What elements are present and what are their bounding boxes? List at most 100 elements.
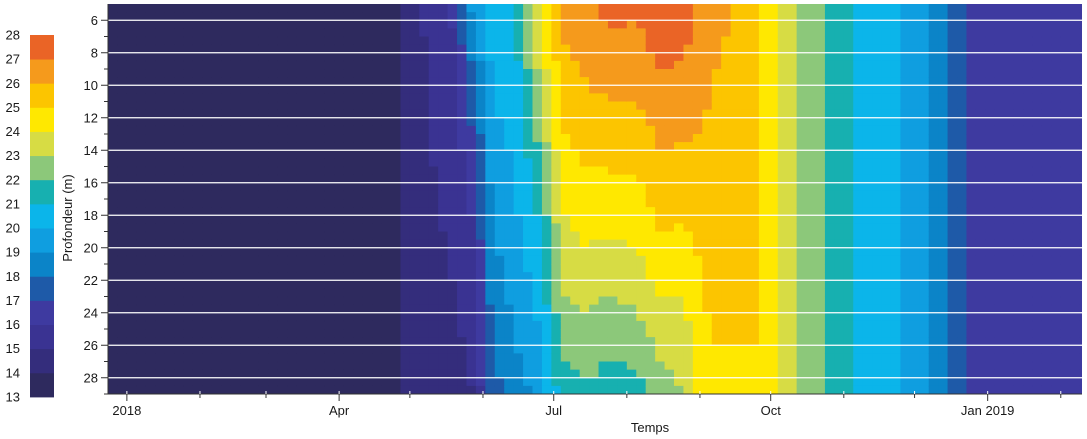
heatmap-cell bbox=[391, 85, 402, 94]
heatmap-cell bbox=[409, 312, 420, 322]
heatmap-cell bbox=[447, 69, 458, 78]
heatmap-cell bbox=[381, 125, 392, 135]
heatmap-cell bbox=[900, 239, 911, 249]
heatmap-cell bbox=[1060, 125, 1071, 135]
heatmap-cell bbox=[419, 280, 430, 289]
heatmap-cell bbox=[966, 288, 977, 298]
heatmap-cell bbox=[1070, 158, 1081, 168]
heatmap-cell bbox=[579, 369, 590, 379]
heatmap-cell bbox=[174, 69, 185, 78]
heatmap-cell bbox=[919, 272, 930, 281]
heatmap-cell bbox=[787, 166, 798, 176]
heatmap-cell bbox=[1070, 247, 1081, 257]
heatmap-cell bbox=[183, 296, 194, 306]
heatmap-cell bbox=[692, 255, 703, 265]
heatmap-cell bbox=[504, 239, 515, 249]
heatmap-cell bbox=[145, 264, 156, 273]
heatmap-cell bbox=[1004, 272, 1015, 281]
heatmap-cell bbox=[928, 44, 939, 54]
heatmap-cell bbox=[702, 280, 713, 289]
heatmap-cell bbox=[513, 166, 524, 176]
heatmap-cell bbox=[919, 353, 930, 363]
heatmap-cell bbox=[1032, 255, 1043, 265]
heatmap-cell bbox=[315, 190, 326, 200]
heatmap-cell bbox=[532, 142, 543, 151]
heatmap-cell bbox=[975, 190, 986, 200]
heatmap-cell bbox=[1004, 142, 1015, 151]
heatmap-cell bbox=[1023, 60, 1034, 70]
heatmap-cell bbox=[909, 12, 920, 21]
heatmap-cell bbox=[1041, 44, 1052, 54]
heatmap-cell bbox=[1051, 150, 1062, 159]
heatmap-cell bbox=[957, 385, 968, 394]
heatmap-cell bbox=[1079, 93, 1082, 103]
heatmap-cell bbox=[419, 377, 430, 387]
heatmap-cell bbox=[636, 77, 647, 86]
heatmap-cell bbox=[862, 239, 873, 249]
heatmap-cell bbox=[872, 231, 883, 241]
heatmap-cell bbox=[551, 353, 562, 363]
heatmap-cell bbox=[485, 231, 496, 241]
heatmap-cell bbox=[362, 166, 373, 176]
heatmap-cell bbox=[353, 142, 364, 151]
heatmap-cell bbox=[513, 60, 524, 70]
heatmap-cell bbox=[768, 247, 779, 257]
heatmap-cell bbox=[485, 385, 496, 394]
heatmap-cell bbox=[787, 12, 798, 21]
heatmap-cell bbox=[108, 304, 119, 314]
heatmap-cell bbox=[938, 280, 949, 289]
heatmap-cell bbox=[843, 385, 854, 394]
heatmap-cell bbox=[438, 304, 449, 314]
heatmap-cell bbox=[787, 158, 798, 168]
heatmap-cell bbox=[740, 296, 751, 306]
heatmap-cell bbox=[277, 337, 288, 346]
heatmap-cell bbox=[353, 77, 364, 86]
heatmap-cell bbox=[447, 288, 458, 298]
heatmap-cell bbox=[334, 60, 345, 70]
heatmap-cell bbox=[815, 36, 826, 46]
heatmap-cell bbox=[372, 134, 383, 143]
heatmap-cell bbox=[108, 199, 119, 208]
heatmap-cell bbox=[560, 101, 571, 111]
heatmap-cell bbox=[740, 264, 751, 273]
heatmap-cell bbox=[523, 199, 534, 208]
heatmap-cell bbox=[400, 125, 411, 135]
heatmap-cell bbox=[787, 312, 798, 322]
heatmap-cell bbox=[777, 239, 788, 249]
heatmap-cell bbox=[683, 60, 694, 70]
heatmap-cell bbox=[353, 125, 364, 135]
heatmap-cell bbox=[560, 4, 571, 13]
heatmap-cell bbox=[994, 85, 1005, 94]
heatmap-cell bbox=[475, 117, 486, 127]
heatmap-cell bbox=[702, 166, 713, 176]
heatmap-cell bbox=[664, 207, 675, 216]
heatmap-cell bbox=[353, 223, 364, 233]
heatmap-cell bbox=[617, 280, 628, 289]
heatmap-cell bbox=[758, 369, 769, 379]
heatmap-cell bbox=[136, 69, 147, 78]
heatmap-cell bbox=[862, 377, 873, 387]
heatmap-cell bbox=[494, 272, 505, 281]
heatmap-cell bbox=[1051, 296, 1062, 306]
heatmap-cell bbox=[551, 134, 562, 143]
heatmap-cell bbox=[900, 320, 911, 330]
heatmap-cell bbox=[645, 36, 656, 46]
heatmap-cell bbox=[881, 4, 892, 13]
heatmap-cell bbox=[447, 223, 458, 233]
heatmap-cell bbox=[947, 296, 958, 306]
heatmap-cell bbox=[1060, 312, 1071, 322]
heatmap-cell bbox=[881, 150, 892, 159]
heatmap-cell bbox=[409, 247, 420, 257]
heatmap-cell bbox=[551, 28, 562, 38]
heatmap-cell bbox=[890, 353, 901, 363]
heatmap-cell bbox=[721, 296, 732, 306]
heatmap-cell bbox=[890, 296, 901, 306]
heatmap-cell bbox=[164, 264, 175, 273]
heatmap-cell bbox=[494, 69, 505, 78]
heatmap-cell bbox=[428, 182, 439, 192]
heatmap-cell bbox=[626, 12, 637, 21]
heatmap-cell bbox=[145, 150, 156, 159]
heatmap-cell bbox=[900, 223, 911, 233]
heatmap-cell bbox=[598, 117, 609, 127]
heatmap-cell bbox=[117, 264, 128, 273]
